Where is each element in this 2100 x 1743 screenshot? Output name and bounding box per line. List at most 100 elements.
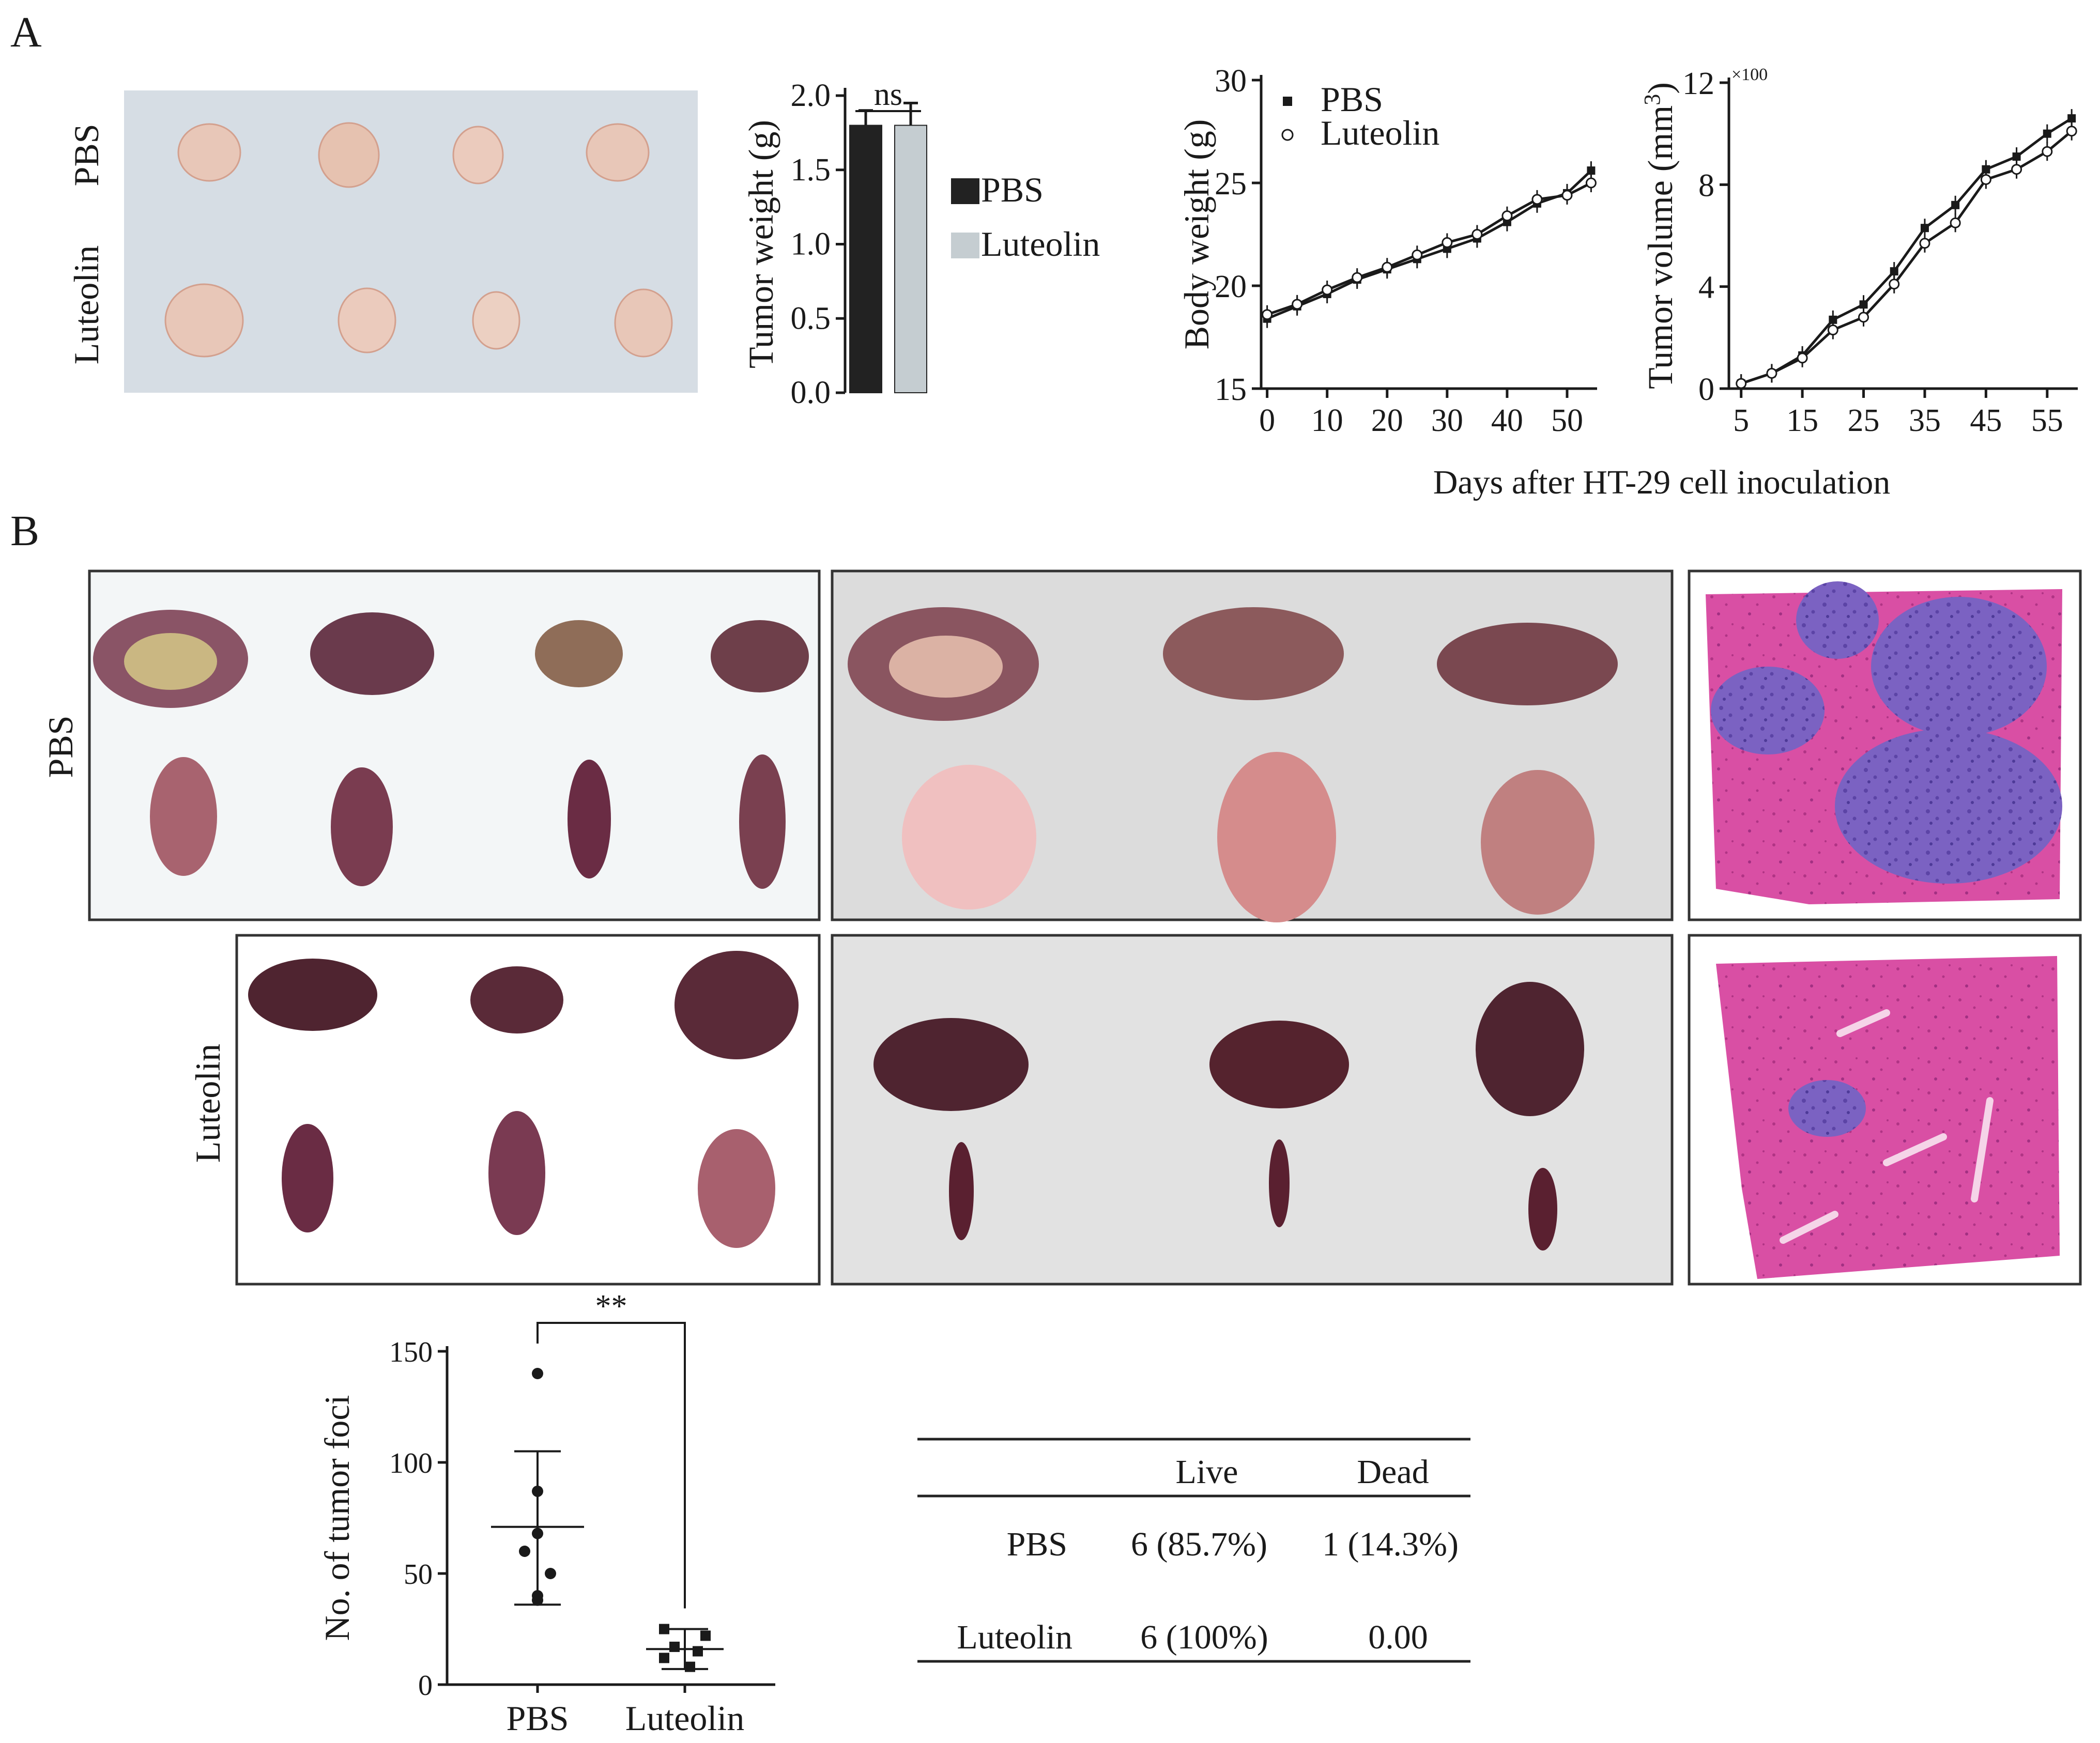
y-axis-title: No. of tumor foci	[317, 1395, 357, 1641]
data-point-luteolin	[1322, 284, 1333, 296]
y-axis-multiplier: ×100	[1731, 65, 1768, 84]
table-header-live: Live	[1176, 1453, 1238, 1491]
data-point-luteolin	[669, 1641, 680, 1652]
y-tick-label: 0	[1698, 372, 1714, 407]
y-tick-label: 100	[389, 1447, 433, 1479]
x-tick-label: 35	[1909, 403, 1941, 438]
data-point-luteolin	[1797, 352, 1808, 364]
data-point-luteolin	[2042, 146, 2053, 157]
data-point-luteolin	[700, 1630, 711, 1641]
legend-swatch-luteolin	[951, 233, 979, 258]
tumor-volume-chart: 0 4 8 12 5 15 25 35 45 55 Tumor volume (mm3) ×100	[1639, 65, 2078, 438]
data-point-luteolin	[1827, 325, 1838, 336]
luteolin-he-histology-image	[1688, 934, 2082, 1286]
photo-row-label-luteolin: Luteolin	[67, 245, 106, 364]
table-cell-luteolin-dead: 0.00	[1368, 1618, 1428, 1656]
data-point-luteolin	[659, 1653, 669, 1663]
luteolin-organ-photo-1	[235, 934, 821, 1286]
y-tick-label: 0.0	[791, 375, 831, 410]
y-tick-label: 1.0	[791, 227, 831, 262]
data-point-luteolin	[685, 1661, 695, 1672]
legend-marker-luteolin	[1281, 129, 1294, 141]
x-tick-label: 30	[1431, 403, 1463, 438]
data-point-pbs	[1920, 224, 1929, 233]
data-point-luteolin	[1980, 174, 1991, 185]
x-tick-label: 0	[1259, 403, 1275, 438]
legend-swatch-pbs	[951, 178, 979, 204]
data-point-luteolin	[1736, 378, 1747, 389]
data-point-pbs	[1587, 166, 1596, 175]
data-point-luteolin	[1471, 229, 1483, 240]
row-label-luteolin: Luteolin	[188, 1044, 227, 1163]
data-point-luteolin	[1292, 299, 1303, 310]
data-point-luteolin	[1382, 261, 1393, 273]
pbs-tumor-row	[177, 122, 650, 188]
data-point-luteolin	[1442, 237, 1453, 248]
x-tick-label: 50	[1551, 403, 1583, 438]
x-tick-label-luteolin: Luteolin	[625, 1699, 744, 1738]
panel-a-tumor-photo	[124, 90, 698, 393]
data-point-luteolin	[1919, 238, 1930, 249]
y-tick-label: 25	[1215, 166, 1247, 202]
row-label-pbs: PBS	[41, 716, 80, 778]
data-point-luteolin	[2066, 126, 2077, 137]
bar-luteolin	[894, 125, 927, 393]
y-tick-label: 8	[1698, 168, 1714, 203]
data-point-pbs	[2012, 152, 2021, 161]
y-tick-label: 4	[1698, 270, 1714, 305]
legend-label-luteolin: Luteolin	[1321, 113, 1439, 152]
table-cell-pbs-dead: 1 (14.3%)	[1322, 1525, 1459, 1563]
x-tick-label: 10	[1311, 403, 1343, 438]
data-point-luteolin	[1950, 217, 1961, 228]
data-point-pbs	[532, 1528, 543, 1539]
pbs-he-histology-image	[1688, 569, 2082, 921]
data-point-luteolin	[1262, 309, 1273, 320]
data-point-pbs	[532, 1485, 543, 1497]
legend-label-pbs: PBS	[981, 170, 1044, 209]
data-point-luteolin	[1531, 194, 1543, 205]
data-point-pbs	[519, 1546, 530, 1557]
series-line-pbs	[1266, 169, 1592, 320]
series-line-pbs	[1740, 117, 2073, 385]
tumor-foci-chart: 0 50 100 150 PBS Luteolin No. of tumor foci **	[317, 1289, 775, 1738]
y-tick-label: 0	[418, 1670, 433, 1702]
data-point-pbs	[2067, 114, 2076, 123]
data-point-pbs	[532, 1368, 543, 1379]
significance-label-stars: **	[595, 1289, 627, 1324]
table-header-dead: Dead	[1357, 1453, 1429, 1491]
y-tick-label: 50	[404, 1559, 433, 1591]
legend-marker-pbs	[1283, 97, 1292, 106]
x-tick-label: 55	[2031, 403, 2063, 438]
data-point-pbs	[1951, 200, 1960, 209]
y-tick-label: 150	[389, 1336, 433, 1368]
legend-label-pbs: PBS	[1321, 80, 1383, 119]
x-tick-label: 45	[1970, 403, 2002, 438]
photo-row-label-pbs: PBS	[67, 124, 106, 187]
significance-label-ns: ns	[874, 77, 902, 112]
data-point-luteolin	[1561, 190, 1573, 201]
y-tick-label: 20	[1215, 269, 1247, 304]
significance-bracket	[537, 1322, 686, 1609]
x-tick-label: 15	[1786, 403, 1818, 438]
bar-pbs	[849, 125, 882, 393]
table-cell-pbs-live: 6 (85.7%)	[1131, 1525, 1267, 1563]
table-cell-luteolin-live: 6 (100%)	[1140, 1618, 1268, 1656]
y-tick-label: 30	[1215, 64, 1247, 99]
data-point-luteolin	[2011, 164, 2022, 175]
table-row-label-pbs: PBS	[1007, 1525, 1067, 1563]
x-axis-caption-days: Days after HT-29 cell inoculation	[1433, 464, 1891, 501]
data-point-pbs	[1982, 165, 1990, 174]
data-point-pbs	[1890, 267, 1898, 276]
x-tick-label: 25	[1848, 403, 1880, 438]
y-tick-label: 15	[1215, 372, 1247, 407]
series-line-luteolin	[1740, 130, 2073, 385]
data-point-pbs	[545, 1568, 556, 1579]
x-tick-label: 40	[1491, 403, 1523, 438]
data-point-pbs	[1859, 300, 1868, 309]
luteolin-tumor-row	[164, 283, 673, 358]
panel-letter-a: A	[10, 8, 42, 56]
data-point-luteolin	[1766, 367, 1777, 379]
luteolin-organ-photo-2	[831, 934, 1674, 1286]
data-point-luteolin	[659, 1624, 669, 1634]
